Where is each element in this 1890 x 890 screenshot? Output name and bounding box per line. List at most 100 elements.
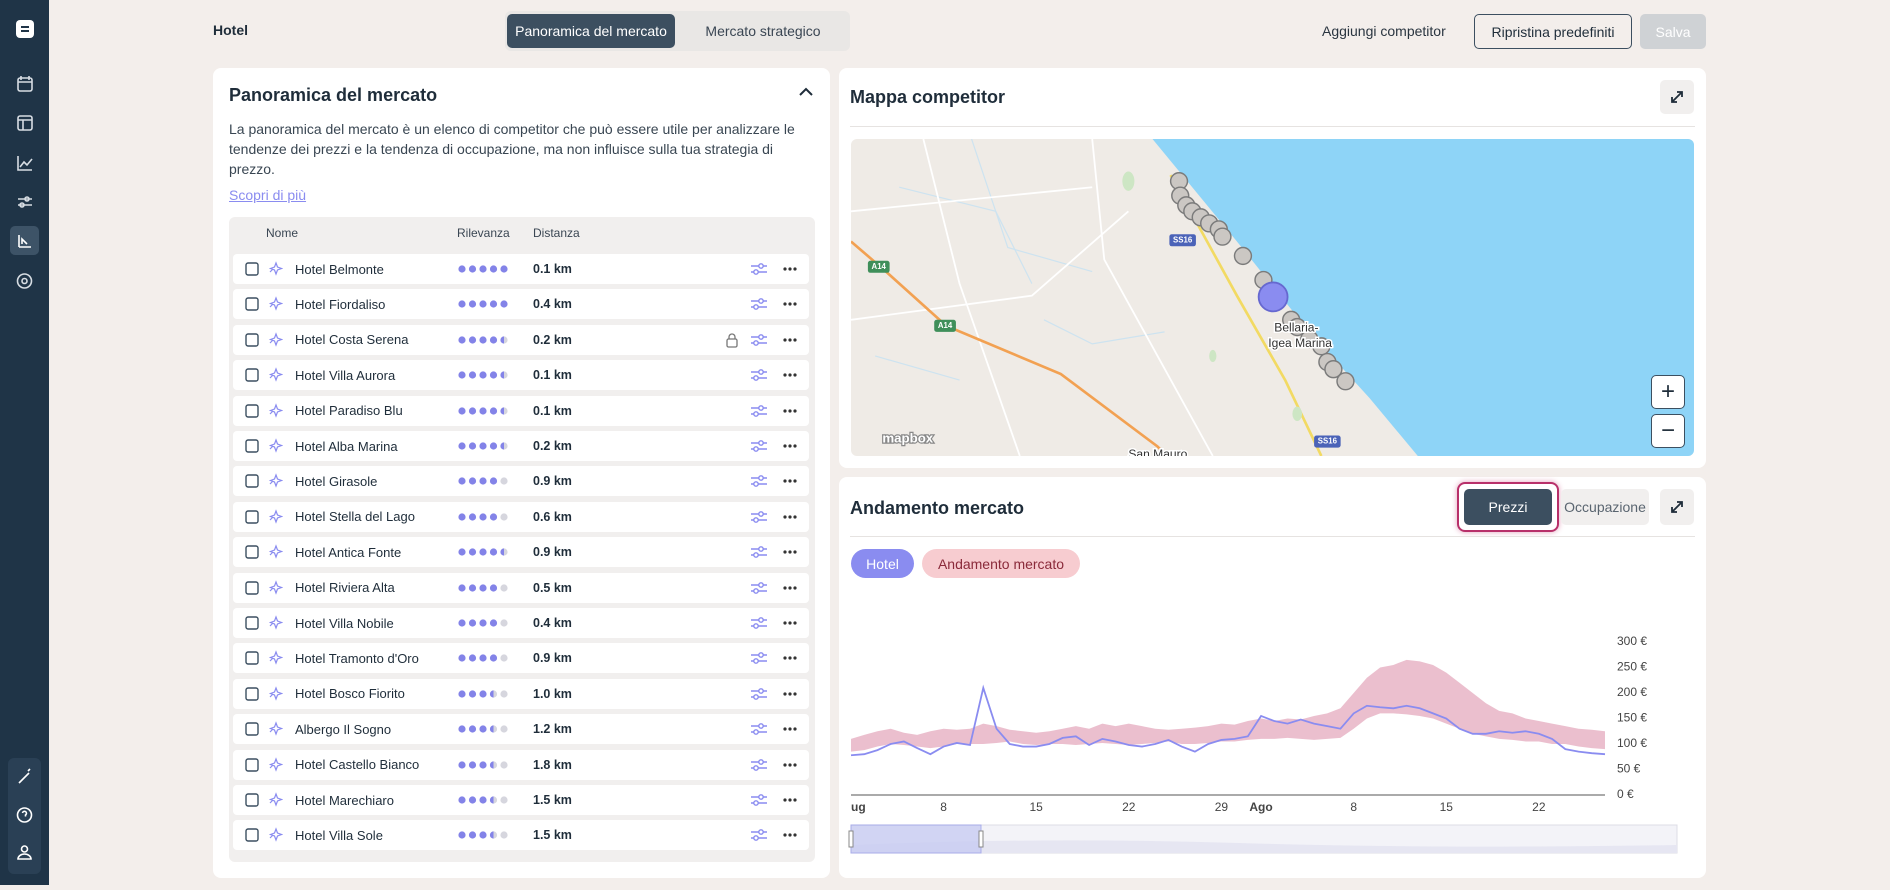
more-menu[interactable] xyxy=(782,785,798,815)
dot xyxy=(500,265,508,273)
more-menu[interactable] xyxy=(782,714,798,744)
settings-icon[interactable] xyxy=(750,643,768,673)
sparkle-icon xyxy=(267,643,283,673)
more-menu[interactable] xyxy=(782,325,798,355)
legend-market[interactable]: Andamento mercato xyxy=(922,549,1080,578)
add-competitor[interactable]: Aggiungi competitor xyxy=(1322,23,1446,39)
settings-icon[interactable] xyxy=(750,679,768,709)
prices-button[interactable]: Prezzi xyxy=(1464,489,1552,525)
sidebar xyxy=(0,0,49,885)
dot xyxy=(479,300,487,308)
more-menu[interactable] xyxy=(782,396,798,426)
settings-icon[interactable] xyxy=(750,289,768,319)
settings-icon[interactable] xyxy=(750,360,768,390)
map[interactable]: SS16 SS16 A14 A14 Bellaria- Igea Marina San Ma… xyxy=(851,139,1694,456)
settings-icon[interactable] xyxy=(750,254,768,284)
zoom-in[interactable]: + xyxy=(1651,375,1685,409)
sparkle-icon xyxy=(267,679,283,709)
more-menu[interactable] xyxy=(782,466,798,496)
expand-button[interactable] xyxy=(1660,489,1694,525)
table-row: Hotel Riviera Alta 0.5 km xyxy=(233,572,809,603)
checkbox[interactable] xyxy=(245,750,259,780)
settings-icon[interactable] xyxy=(750,325,768,355)
table-row: Hotel Alba Marina 0.2 km xyxy=(233,431,809,461)
occupancy-button[interactable]: Occupazione xyxy=(1561,489,1649,525)
checkbox[interactable] xyxy=(245,643,259,673)
settings-icon[interactable] xyxy=(750,608,768,638)
checkbox[interactable] xyxy=(245,502,259,532)
sparkle-icon xyxy=(267,466,283,496)
settings-icon[interactable] xyxy=(750,466,768,496)
checkbox[interactable] xyxy=(245,785,259,815)
checkbox[interactable] xyxy=(245,360,259,390)
settings-icon[interactable] xyxy=(750,714,768,744)
relevance xyxy=(457,714,513,744)
collapse-icon[interactable] xyxy=(797,84,815,98)
more-menu[interactable] xyxy=(782,573,798,603)
settings-icon[interactable] xyxy=(750,785,768,815)
settings-icon[interactable] xyxy=(750,750,768,780)
checkbox[interactable] xyxy=(245,289,259,319)
more-menu[interactable] xyxy=(782,289,798,319)
settings-icon[interactable] xyxy=(750,820,768,850)
checkbox[interactable] xyxy=(245,573,259,603)
sparkle-icon xyxy=(267,537,283,567)
relevance-dots xyxy=(458,831,508,839)
reset-button[interactable]: Ripristina predefiniti xyxy=(1474,14,1632,49)
settings-icon[interactable] xyxy=(750,396,768,426)
zoom-out[interactable]: − xyxy=(1651,414,1685,448)
settings-icon[interactable] xyxy=(750,502,768,532)
settings-icon[interactable] xyxy=(750,431,768,461)
dot xyxy=(489,265,498,273)
relevance-dots xyxy=(458,654,508,662)
tab[interactable]: Mercato strategico xyxy=(705,23,821,39)
dot xyxy=(479,336,487,344)
more-menu[interactable] xyxy=(782,750,798,780)
dot xyxy=(489,406,498,415)
checkbox[interactable] xyxy=(245,820,259,850)
relevance xyxy=(457,785,513,815)
more-menu[interactable] xyxy=(782,254,798,284)
sparkle-icon xyxy=(267,254,283,284)
more-menu[interactable] xyxy=(782,679,798,709)
dot xyxy=(468,583,477,592)
checkbox[interactable] xyxy=(245,679,259,709)
hotel-name: Hotel Paradiso Blu xyxy=(295,403,403,419)
more-menu[interactable] xyxy=(782,608,798,638)
checkbox[interactable] xyxy=(245,254,259,284)
table-row: Hotel Castello Bianco 1.8 km xyxy=(233,749,809,780)
more-menu[interactable] xyxy=(782,820,798,850)
checkbox[interactable] xyxy=(245,325,259,355)
checkbox[interactable] xyxy=(245,431,259,461)
more-menu[interactable] xyxy=(782,643,798,673)
more-menu[interactable] xyxy=(782,537,798,567)
sparkle-icon xyxy=(267,396,283,426)
settings-icon[interactable] xyxy=(750,537,768,567)
relevance xyxy=(457,289,513,319)
relevance xyxy=(457,360,513,390)
save-button[interactable]: Salva xyxy=(1640,14,1706,49)
dot xyxy=(479,265,487,273)
legend-hotel[interactable]: Hotel xyxy=(851,549,914,578)
more-menu[interactable] xyxy=(782,502,798,532)
checkbox[interactable] xyxy=(245,396,259,426)
checkbox[interactable] xyxy=(245,466,259,496)
checkbox[interactable] xyxy=(245,714,259,744)
expand-button[interactable] xyxy=(1660,80,1694,114)
dot xyxy=(500,796,508,804)
learn-more-link[interactable]: Scopri di più xyxy=(229,187,307,203)
relevance-dots xyxy=(458,336,508,344)
checkbox[interactable] xyxy=(245,608,259,638)
more-menu[interactable] xyxy=(782,360,798,390)
half-dot xyxy=(489,760,494,769)
settings-icon[interactable] xyxy=(750,573,768,603)
hotel-name: Hotel Riviera Alta xyxy=(295,580,395,596)
tab-active[interactable]: Panoramica del mercato xyxy=(507,14,675,48)
relevance xyxy=(457,466,513,496)
more-menu[interactable] xyxy=(782,431,798,461)
dot xyxy=(500,725,508,733)
overview-title: Panoramica del mercato xyxy=(229,85,438,105)
relevance xyxy=(457,750,513,780)
dot xyxy=(468,831,477,839)
checkbox[interactable] xyxy=(245,537,259,567)
